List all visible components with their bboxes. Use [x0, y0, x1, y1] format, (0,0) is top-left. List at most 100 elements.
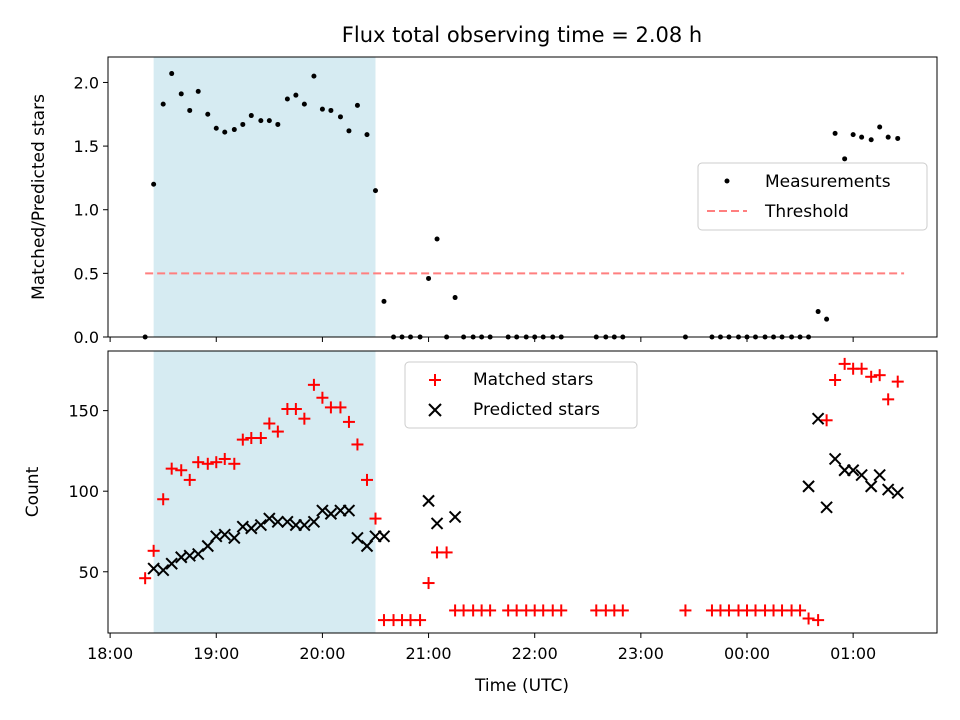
matched-star-point	[307, 378, 320, 391]
predicted-star-point	[873, 468, 886, 482]
top-y-axis: 0.0 0.5 1.0 1.5 2.0	[74, 73, 108, 347]
measurement-point	[354, 102, 360, 108]
x-tick-label: 00:00	[724, 644, 770, 663]
matched-stars-series	[139, 357, 904, 627]
bottom-plot-frame	[107, 350, 938, 634]
measurement-point	[293, 92, 299, 98]
matched-star-point	[263, 417, 276, 430]
predicted-star-point	[165, 557, 178, 570]
predicted-star-point	[377, 530, 391, 543]
measurements-series	[142, 71, 901, 340]
predicted-star-point	[351, 531, 364, 545]
legend-measurements-marker	[724, 178, 730, 184]
top-y-axis-label: Matched/Predicted stars	[29, 94, 49, 300]
matched-star-point	[855, 362, 868, 375]
measurement-point	[187, 107, 193, 113]
matched-star-point	[794, 604, 807, 617]
measurement-point	[877, 124, 883, 130]
matched-star-point	[820, 414, 833, 427]
bottom-shaded-interval	[153, 351, 376, 633]
top-y-tick-label: 0.5	[74, 264, 99, 283]
bottom-legend: Matched stars Predicted stars	[404, 361, 638, 429]
measurement-point	[337, 114, 343, 120]
matched-star-point	[440, 546, 453, 559]
measurement-point	[275, 121, 281, 127]
bottom-y-tick-label: 50	[79, 563, 99, 582]
x-tick-label: 20:00	[299, 644, 345, 663]
predicted-star-point	[271, 515, 285, 529]
matched-star-point	[616, 604, 629, 617]
predicted-star-point	[342, 504, 356, 517]
predicted-star-point	[263, 512, 276, 525]
top-plot: 0.00.51.01.52.0 Matched/Predicted stars …	[29, 56, 938, 347]
measurement-point	[859, 134, 865, 140]
predicted-star-point	[156, 563, 170, 577]
bottom-x-axis: 18:00 19:00 20:00 21:00 22:00 23:00 00:00 01:00	[87, 633, 876, 663]
matched-star-point	[342, 415, 355, 428]
matched-star-point	[289, 403, 302, 416]
matched-star-point	[157, 493, 170, 506]
measurement-point	[381, 298, 387, 304]
measurement-point	[213, 125, 219, 131]
measurement-point	[372, 188, 378, 194]
matched-star-point	[891, 375, 904, 388]
matched-star-point	[802, 612, 815, 625]
matched-star-point	[812, 614, 825, 627]
legend-matched-label: Matched stars	[473, 370, 593, 390]
x-tick-label: 19:00	[193, 644, 239, 663]
top-legend-box	[697, 162, 928, 231]
bottom-y-axis: 50 100 150	[68, 402, 108, 582]
bottom-y-tick-label: 100	[68, 482, 99, 501]
matched-star-point	[236, 433, 249, 446]
measurement-point	[815, 309, 821, 315]
measurement-point	[452, 295, 458, 301]
measurement-point	[426, 275, 432, 281]
top-plot-frame	[107, 56, 938, 338]
predicted-star-point	[192, 547, 205, 561]
measurement-point	[895, 135, 901, 141]
measurement-point	[885, 134, 891, 140]
predicted-star-point	[855, 468, 868, 482]
matched-star-point	[679, 604, 692, 617]
legend-measurements-label: Measurements	[765, 172, 891, 192]
predicted-star-point	[316, 504, 329, 517]
predicted-star-point	[147, 562, 160, 575]
predicted-star-point	[281, 515, 294, 529]
matched-star-point	[334, 401, 347, 414]
matched-star-point	[316, 391, 329, 404]
measurement-point	[240, 121, 246, 127]
matched-star-point	[218, 452, 231, 465]
matched-star-point	[882, 393, 895, 406]
bottom-legend-box	[404, 361, 638, 429]
matched-star-point	[165, 462, 178, 475]
measurement-point	[231, 127, 237, 133]
matched-star-point	[484, 604, 497, 617]
measurement-point	[151, 181, 157, 187]
x-tick-label: 21:00	[406, 644, 452, 663]
legend-threshold-label: Threshold	[764, 202, 849, 222]
measurement-point	[824, 316, 830, 322]
measurement-point	[169, 71, 175, 77]
matched-star-point	[351, 438, 364, 451]
matched-star-point	[228, 457, 241, 470]
bottom-y-tick-label: 150	[68, 402, 99, 421]
legend-predicted-label: Predicted stars	[473, 400, 600, 420]
measurement-point	[868, 137, 874, 143]
predicted-star-point	[891, 486, 904, 500]
measurement-point	[434, 236, 440, 242]
matched-star-point	[298, 412, 311, 425]
predicted-star-point	[448, 510, 462, 524]
matched-star-point	[139, 572, 152, 585]
matched-star-point	[555, 604, 568, 617]
top-y-tick-label: 1.0	[74, 201, 99, 220]
measurement-point	[319, 106, 325, 112]
predicted-star-point	[802, 480, 815, 493]
measurement-point	[248, 113, 254, 119]
predicted-star-point	[430, 517, 444, 530]
predicted-stars-series	[147, 412, 904, 577]
measurement-point	[311, 73, 317, 79]
legend-matched-marker	[429, 374, 441, 386]
matched-star-point	[210, 456, 223, 469]
matched-star-point	[254, 432, 267, 445]
predicted-star-point	[422, 494, 435, 508]
